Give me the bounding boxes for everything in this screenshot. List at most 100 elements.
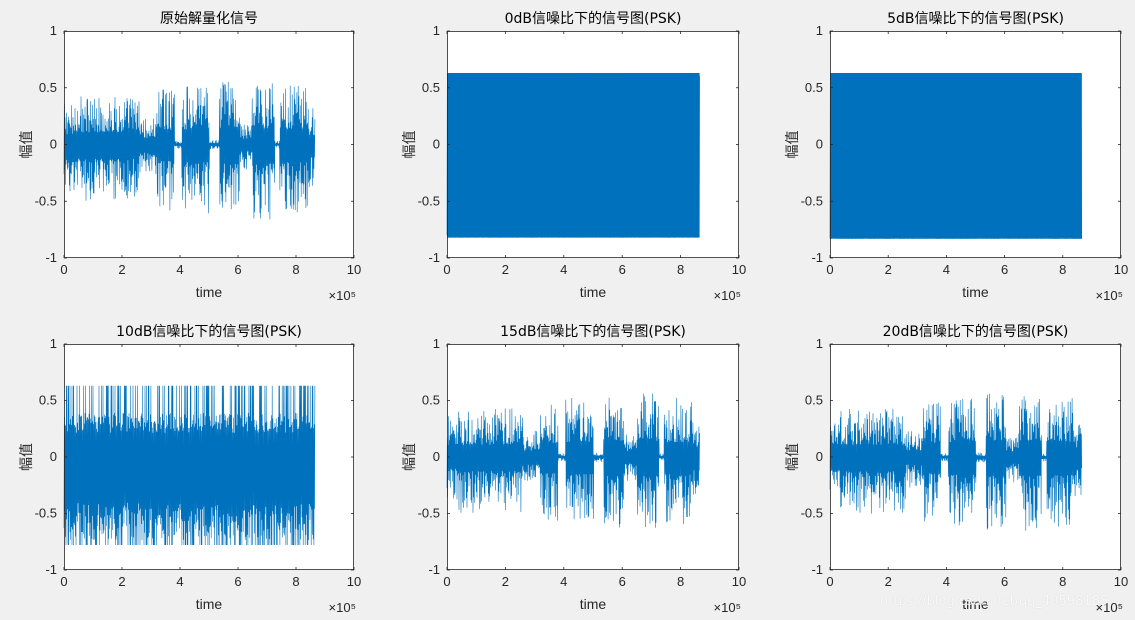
x-tick-label: 2 <box>502 574 509 589</box>
y-tick-label: -1 <box>45 562 57 577</box>
y-tick-label: -1 <box>45 250 57 265</box>
y-tick-label: 0.5 <box>805 80 823 95</box>
y-tick-label: 0.5 <box>39 393 57 408</box>
x-tick-label: 6 <box>619 262 626 277</box>
y-tick-label: 0 <box>816 449 823 464</box>
x-exponent-label: ×10⁵ <box>1096 600 1123 615</box>
x-tick-label: 2 <box>885 262 892 277</box>
x-tick-label: 2 <box>118 574 125 589</box>
subplot-title: 15dB信噪比下的信号图(PSK) <box>500 324 686 340</box>
x-tick-label: 8 <box>677 574 684 589</box>
y-tick-label: 0.5 <box>39 80 57 95</box>
subplot-5: 0 2 4 6 8 10 1 0.5 0 -0.5 -1 15dB信噪比下的信号图(PSK) time 幅… <box>402 324 746 615</box>
x-tick-label: 8 <box>677 262 684 277</box>
signal-series <box>829 393 1082 531</box>
x-exponent-label: ×10⁵ <box>714 288 741 303</box>
signal-series <box>829 72 1082 239</box>
subplot-title: 10dB信噪比下的信号图(PSK) <box>116 324 302 340</box>
y-tick-label: 0 <box>50 449 57 464</box>
y-tick-label: -1 <box>428 562 440 577</box>
x-tick-label: 4 <box>560 574 567 589</box>
x-tick-label: 2 <box>502 262 509 277</box>
signal-series <box>446 393 700 528</box>
subplot-title: 5dB信噪比下的信号图(PSK) <box>887 11 1064 27</box>
y-axis-label: 幅值 <box>785 131 801 159</box>
y-axis-label: 幅值 <box>402 131 418 159</box>
x-tick-label: 10 <box>732 574 746 589</box>
y-axis-label: 幅值 <box>19 131 35 159</box>
x-tick-label: 4 <box>176 262 183 277</box>
x-exponent-label: ×10⁵ <box>329 288 356 303</box>
y-axis-label: 幅值 <box>785 443 801 471</box>
y-tick-label: 0 <box>50 137 57 152</box>
x-exponent-label: ×10⁵ <box>714 600 741 615</box>
y-tick-label: 0 <box>816 137 823 152</box>
y-tick-label: -1 <box>428 250 440 265</box>
y-tick-label: 0.5 <box>805 393 823 408</box>
x-axis-label: time <box>962 596 989 612</box>
x-axis-label: time <box>580 596 607 612</box>
y-tick-label: 1 <box>816 23 823 38</box>
signal-series <box>446 72 700 238</box>
x-exponent-label: ×10⁵ <box>329 600 356 615</box>
y-tick-label: 0 <box>433 137 440 152</box>
x-axis-label: time <box>580 284 607 300</box>
x-tick-label: 4 <box>560 262 567 277</box>
x-tick-label: 10 <box>1114 574 1128 589</box>
x-tick-label: 10 <box>347 574 361 589</box>
x-tick-label: 0 <box>60 574 67 589</box>
subplot-4: 0 2 4 6 8 10 1 0.5 0 -0.5 -1 10dB信噪比下的信号图(PSK) time 幅… <box>19 324 361 615</box>
y-tick-label: -0.5 <box>801 506 823 521</box>
y-tick-label: -0.5 <box>35 193 57 208</box>
subplot-2: 0 2 4 6 8 10 1 0.5 0 -0.5 -1 0dB信噪比下的信号图(PSK) time 幅值… <box>402 11 746 303</box>
y-tick-label: 0.5 <box>422 393 440 408</box>
y-tick-label: 1 <box>50 336 57 351</box>
subplot-3: 0 2 4 6 8 10 1 0.5 0 -0.5 -1 5dB信噪比下的信号图(PSK) time 幅值… <box>785 11 1128 303</box>
x-tick-label: 10 <box>347 262 361 277</box>
x-tick-label: 2 <box>118 262 125 277</box>
x-tick-label: 8 <box>1059 574 1066 589</box>
y-tick-label: 1 <box>433 336 440 351</box>
x-tick-label: 0 <box>826 574 833 589</box>
y-tick-label: 0 <box>433 449 440 464</box>
x-tick-label: 10 <box>1114 262 1128 277</box>
y-tick-label: 1 <box>816 336 823 351</box>
subplot-6: 0 2 4 6 8 10 1 0.5 0 -0.5 -1 20dB信噪比下的信号图(PSK) time 幅… <box>785 324 1128 615</box>
signal-series <box>63 385 316 546</box>
y-tick-label: 0.5 <box>422 80 440 95</box>
y-tick-label: 1 <box>50 23 57 38</box>
y-tick-label: -0.5 <box>801 193 823 208</box>
subplot-title: 原始解量化信号 <box>160 11 258 27</box>
x-tick-label: 8 <box>292 262 299 277</box>
y-tick-label: -0.5 <box>418 506 440 521</box>
y-tick-label: -0.5 <box>418 193 440 208</box>
x-tick-label: 4 <box>943 262 950 277</box>
subplot-title: 20dB信噪比下的信号图(PSK) <box>883 324 1069 340</box>
x-tick-label: 6 <box>234 262 241 277</box>
y-tick-label: -1 <box>811 562 823 577</box>
x-tick-label: 0 <box>60 262 67 277</box>
x-tick-label: 4 <box>943 574 950 589</box>
y-axis-label: 幅值 <box>402 443 418 471</box>
x-tick-label: 6 <box>1001 574 1008 589</box>
x-tick-label: 0 <box>826 262 833 277</box>
y-tick-label: 1 <box>433 23 440 38</box>
x-tick-label: 8 <box>292 574 299 589</box>
x-tick-label: 8 <box>1059 262 1066 277</box>
y-tick-label: -1 <box>811 250 823 265</box>
subplot-title: 0dB信噪比下的信号图(PSK) <box>505 11 682 27</box>
x-axis-label: time <box>196 284 223 300</box>
y-axis-label: 幅值 <box>19 443 35 471</box>
x-tick-label: 6 <box>234 574 241 589</box>
watermark: https://blog.csdn.net/qq_40598185 <box>880 594 1109 609</box>
subplot-1: 0 2 4 6 8 10 1 0.5 0 -0.5 -1 原始解量化信号 time 幅值 ×10⁵ <box>19 11 361 303</box>
x-axis-label: time <box>196 596 223 612</box>
x-tick-label: 10 <box>732 262 746 277</box>
x-axis-label: time <box>962 284 989 300</box>
x-tick-label: 2 <box>885 574 892 589</box>
x-exponent-label: ×10⁵ <box>1096 288 1123 303</box>
y-tick-label: -0.5 <box>35 506 57 521</box>
x-tick-label: 0 <box>443 574 450 589</box>
x-tick-label: 6 <box>1001 262 1008 277</box>
